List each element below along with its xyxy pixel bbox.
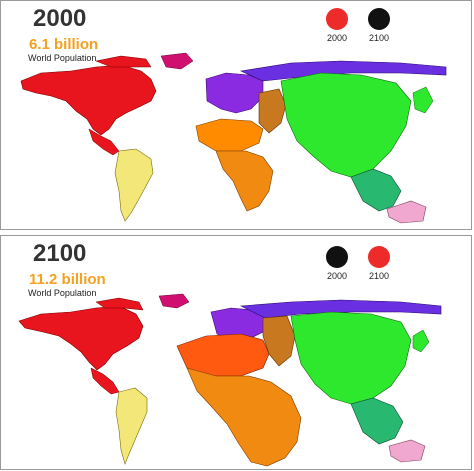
legend-dot-2000: [326, 246, 348, 268]
north-america-region: [18, 305, 144, 371]
greenland-region: [160, 52, 194, 70]
north-america-region: [20, 64, 157, 136]
russia-region: [239, 60, 447, 82]
asia-region: [280, 72, 412, 178]
population-value: 11.2 billion: [29, 271, 106, 288]
legend-label-2100: 2100: [368, 33, 390, 43]
canada-arctic-islands: [95, 297, 144, 311]
japan-region: [412, 329, 430, 353]
legend-label-2000: 2000: [326, 33, 348, 43]
africa-region: [186, 367, 302, 467]
japan-region: [412, 86, 434, 114]
map-panel-2000: 2000 6.1 billion World Population 2000 2…: [0, 0, 472, 230]
legend-dot-2100: [368, 246, 390, 268]
asia-region: [290, 311, 412, 405]
oceania-region: [386, 200, 427, 224]
legend-label-2100: 2100: [368, 271, 390, 281]
oceania-region: [388, 439, 426, 463]
central-america-region: [88, 128, 120, 156]
southeast-asia-region: [350, 397, 404, 445]
central-america-region: [90, 367, 120, 395]
south-america-region: [115, 387, 148, 465]
canada-arctic-islands: [95, 55, 152, 68]
middle-east-region: [262, 315, 296, 367]
population-caption: World Population: [28, 288, 97, 298]
europe-region: [205, 72, 264, 114]
south-america-region: [114, 148, 154, 222]
africa-region: [215, 150, 274, 212]
year-title: 2100: [33, 240, 87, 267]
legend-label-2000: 2000: [326, 271, 348, 281]
southeast-asia-region: [350, 168, 402, 212]
cartogram-map-2000: [20, 52, 447, 224]
population-value: 6.1 billion: [29, 36, 99, 53]
greenland-region: [158, 293, 190, 309]
north-africa-region: [195, 118, 264, 152]
legend-dot-2000: [326, 8, 348, 30]
map-panel-2100: 2100 11.2 billion World Population 2000 …: [0, 235, 472, 470]
middle-east-region: [258, 88, 287, 134]
russia-region: [239, 299, 442, 319]
year-title: 2000: [33, 5, 87, 32]
population-caption: World Population: [28, 53, 97, 63]
cartogram-map-2100: [18, 293, 442, 467]
legend-dot-2100: [368, 8, 390, 30]
